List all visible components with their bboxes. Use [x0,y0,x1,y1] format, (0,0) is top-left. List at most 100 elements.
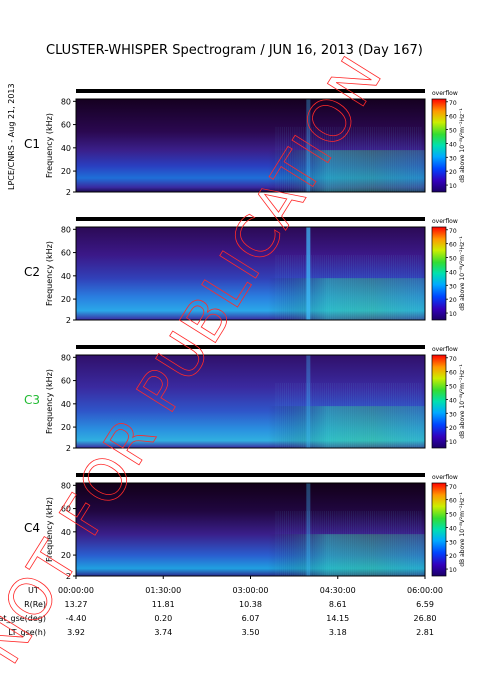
activity-overlay [76,406,425,448]
panel-label: C3 [24,393,40,407]
bright-band [306,99,311,192]
colorbar-tick-label: 70 [449,356,457,363]
chart-title: CLUSTER-WHISPER Spectrogram / JUN 16, 20… [46,43,423,58]
y-tick-label: 20 [61,423,71,432]
panel-label: C2 [24,265,40,279]
orbit-row: LT_gse(h) 3.92 3.74 3.50 3.18 2.81 [8,628,434,637]
y-tick-label: 60 [61,121,71,130]
y-tick-label: 80 [61,353,71,362]
orbit-cell: -4.40 [66,614,87,623]
orbit-cell: 26.80 [414,614,437,623]
colorbar-tick-label: 70 [449,228,457,235]
colorbar [431,482,447,577]
orbit-row: UT 00:00:00 01:30:00 03:00:00 04:30:00 06:00:… [28,586,443,595]
y-tick-label: 20 [61,167,71,176]
panel-c2: 2 20 40 60 80 Frequency (kHz) C2 overflow 10 20 30… [24,217,466,325]
y-tick-label: 2 [66,444,71,453]
colorbar [431,354,447,449]
y-tick-label: 80 [61,225,71,234]
colorbar-tick-label: 20 [449,425,457,432]
orbit-row: R(Re) 13.27 11.81 10.38 8.61 6.59 [24,600,434,609]
orbit-cell: 13.27 [65,600,88,609]
colorbar-tick-label: 60 [449,242,457,249]
colorbar-overflow-label: overflow [432,90,458,97]
colorbar-tick-label: 60 [449,370,457,377]
panel-frame [75,354,426,449]
colorbar-tick-label: 20 [449,553,457,560]
colorbar [431,98,447,193]
orbit-row-label: Lat_gse(deg) [0,614,46,623]
y-axis-label: Frequency (kHz) [45,113,54,178]
y-tick-label: 2 [66,316,71,325]
orbit-cell: 8.61 [329,600,347,609]
orbit-cell: 10.38 [239,600,262,609]
y-tick-label: 60 [61,505,71,514]
colorbar-tick-label: 60 [449,498,457,505]
panel-frame [75,226,426,321]
colorbar-tick-label: 50 [449,256,457,263]
panel-label: C4 [24,521,40,535]
orbit-cell: 6.07 [242,614,260,623]
colorbar-overflow-label: overflow [432,346,458,353]
colorbar-tick-label: 10 [449,311,457,318]
panel-c1: 2 20 40 60 80 Frequency (kHz) C1 overflow 10 20 30… [24,89,466,197]
panels: 2 20 40 60 80 Frequency (kHz) C1 overflow 10 20 30… [24,89,466,581]
panel-c3: 2 20 40 60 80 Frequency (kHz) C3 overflow 10 20 30… [24,345,466,453]
colorbar-label: dB above 10⁻⁸V²m⁻²Hz⁻¹ [459,108,466,183]
colorbar-tick-label: 20 [449,169,457,176]
orbit-table: UT 00:00:00 01:30:00 03:00:00 04:30:00 06:00:… [0,576,443,637]
y-axis-label: Frequency (kHz) [45,241,54,306]
orbit-cell: 3.50 [242,628,260,637]
orbit-cell: 03:00:00 [233,586,269,595]
colorbar-tick-label: 50 [449,512,457,519]
panel-frame [75,98,426,193]
colorbar-tick-label: 10 [449,439,457,446]
orbit-row-label: UT [28,586,39,595]
y-tick-label: 20 [61,551,71,560]
colorbar-overflow-label: overflow [432,474,458,481]
y-tick-label: 2 [66,188,71,197]
colorbar-tick-label: 40 [449,525,457,532]
colorbar-label: dB above 10⁻⁸V²m⁻²Hz⁻¹ [459,364,466,439]
y-tick-label: 80 [61,97,71,106]
orbit-row: Lat_gse(deg) -4.40 0.20 6.07 14.15 26.80 [0,614,436,623]
y-axis-label: Frequency (kHz) [45,369,54,434]
orbit-cell: 6.59 [416,600,434,609]
orbit-row-label: LT_gse(h) [8,628,46,637]
colorbar-tick-label: 70 [449,484,457,491]
bright-band [306,355,311,448]
colorbar [431,226,447,321]
status-bar [76,89,425,93]
orbit-cell: 0.20 [154,614,172,623]
orbit-cell: 14.15 [326,614,349,623]
orbit-cell: 11.81 [152,600,175,609]
colorbar-tick-label: 40 [449,397,457,404]
panel-label: C1 [24,137,40,151]
y-tick-label: 20 [61,295,71,304]
y-tick-label: 40 [61,272,71,281]
colorbar-tick-label: 20 [449,297,457,304]
colorbar-tick-label: 30 [449,155,457,162]
panel-c4: 2 20 40 60 80 Frequency (kHz) C4 overflow 10 20 30… [24,473,466,581]
colorbar-overflow-label: overflow [432,218,458,225]
status-bar [76,473,425,477]
colorbar-label: dB above 10⁻⁸V²m⁻²Hz⁻¹ [459,236,466,311]
y-tick-label: 40 [61,144,71,153]
activity-overlay [76,534,425,576]
y-tick-label: 2 [66,572,71,581]
colorbar-label: dB above 10⁻⁸V²m⁻²Hz⁻¹ [459,492,466,567]
y-tick-label: 40 [61,400,71,409]
colorbar-tick-label: 70 [449,100,457,107]
orbit-cell: 3.92 [67,628,85,637]
orbit-row-label: R(Re) [24,600,46,609]
y-tick-label: 60 [61,377,71,386]
colorbar-tick-label: 10 [449,567,457,574]
orbit-cell: 01:30:00 [145,586,181,595]
orbit-cell: 2.81 [416,628,434,637]
colorbar-tick-label: 50 [449,384,457,391]
colorbar-tick-label: 30 [449,283,457,290]
activity-overlay [76,278,425,320]
status-bar [76,345,425,349]
y-tick-label: 60 [61,249,71,258]
orbit-cell: 00:00:00 [58,586,94,595]
